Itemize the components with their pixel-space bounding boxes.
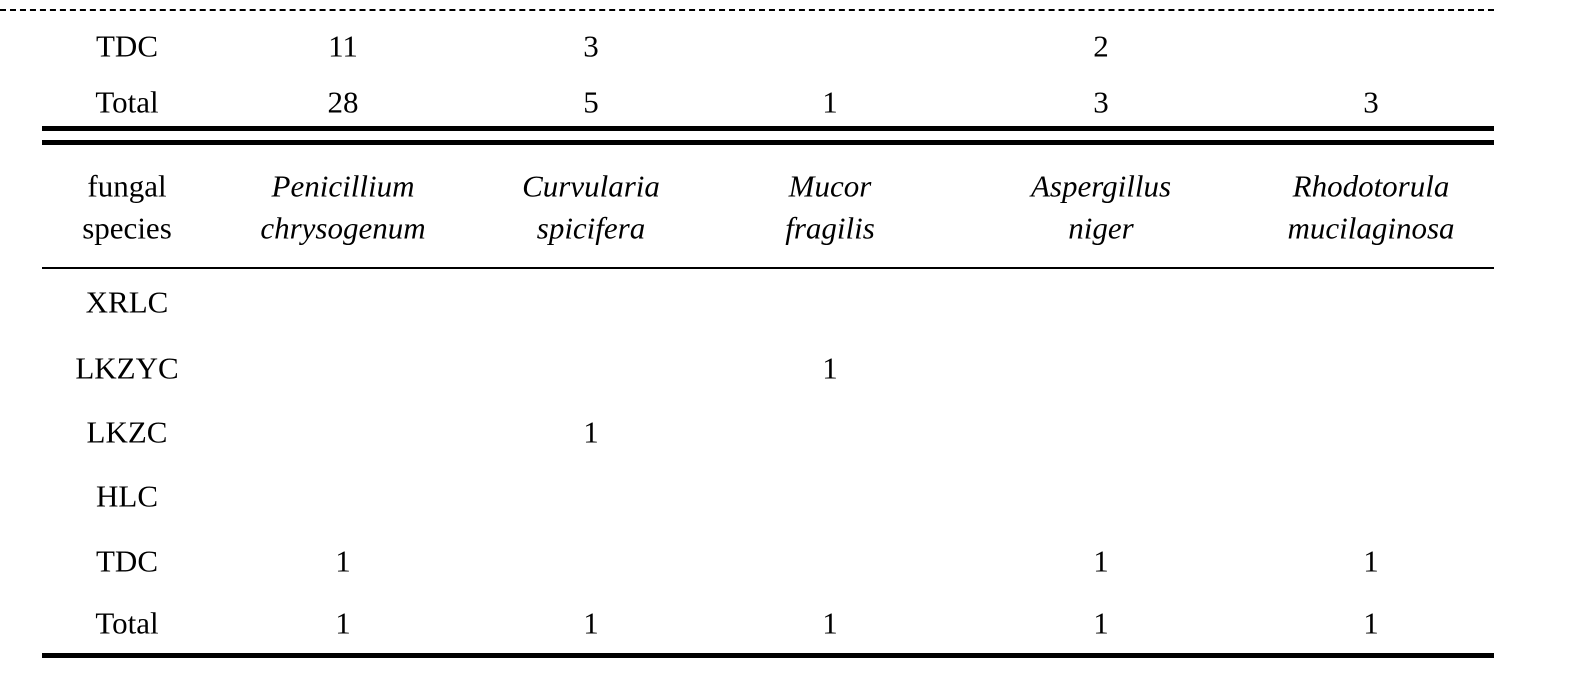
column-header: Rhodotorula xyxy=(1292,168,1450,204)
column-header: niger xyxy=(1068,210,1134,246)
cell-value: 1 xyxy=(583,605,599,641)
row-label: Total xyxy=(95,84,159,120)
column-header: mucilaginosa xyxy=(1287,210,1455,246)
row-label: HLC xyxy=(96,478,158,514)
cell-value: 1 xyxy=(1093,605,1109,641)
column-header: Aspergillus xyxy=(1030,168,1172,204)
dashed-rule xyxy=(0,9,1494,11)
thick-rule xyxy=(42,126,1494,131)
cell-value: 1 xyxy=(822,84,838,120)
cell-value: 3 xyxy=(1363,84,1379,120)
column-header: Penicillium xyxy=(271,168,415,204)
row-label: TDC xyxy=(96,543,158,579)
thick-rule xyxy=(42,140,1494,145)
cell-value: 3 xyxy=(583,28,599,64)
cell-value: 11 xyxy=(328,28,358,64)
row-label: LKZC xyxy=(86,414,168,450)
cell-value: 1 xyxy=(335,605,351,641)
row-label: Total xyxy=(95,605,159,641)
column-header: fungal xyxy=(87,168,167,204)
row-label: LKZYC xyxy=(75,350,179,386)
cell-value: 1 xyxy=(583,414,599,450)
cell-value: 1 xyxy=(822,350,838,386)
bottom-rule xyxy=(42,653,1494,658)
cell-value: 2 xyxy=(1093,28,1109,64)
row-label: TDC xyxy=(96,28,158,64)
cell-value: 28 xyxy=(327,84,359,120)
column-header: spicifera xyxy=(536,210,646,246)
cell-value: 1 xyxy=(1363,605,1379,641)
cell-value: 1 xyxy=(1363,543,1379,579)
column-header: chrysogenum xyxy=(260,210,426,246)
cell-value: 1 xyxy=(1093,543,1109,579)
cell-value: 3 xyxy=(1093,84,1109,120)
cell-value: 1 xyxy=(822,605,838,641)
column-header: fragilis xyxy=(785,210,875,246)
column-header: Curvularia xyxy=(522,168,660,204)
cell-value: 5 xyxy=(583,84,599,120)
column-header: Mucor xyxy=(788,168,872,204)
header-rule xyxy=(42,267,1494,269)
column-header: species xyxy=(82,210,172,246)
row-label: XRLC xyxy=(85,284,169,320)
cell-value: 1 xyxy=(335,543,351,579)
